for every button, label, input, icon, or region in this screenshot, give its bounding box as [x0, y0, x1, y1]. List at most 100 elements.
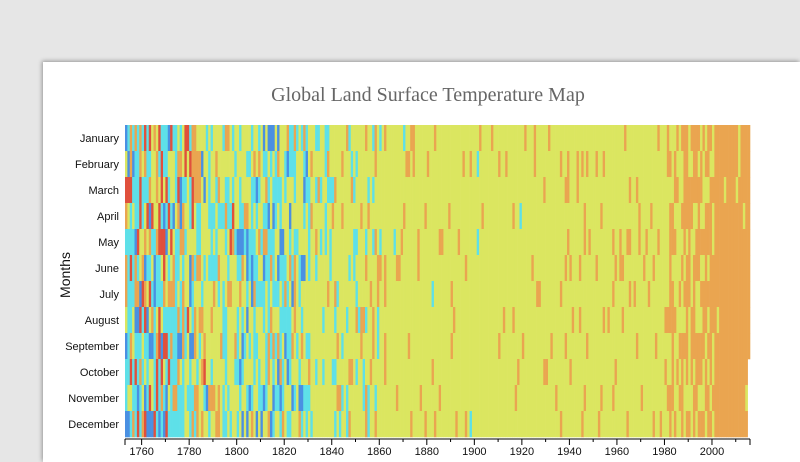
heatmap-cell [704, 307, 708, 334]
heatmap-cell [281, 177, 285, 204]
heatmap-cell [269, 229, 273, 256]
heatmap-cell [702, 177, 706, 204]
heatmap-cell [422, 281, 425, 308]
heatmap-cell [144, 151, 147, 178]
heatmap-cell [317, 203, 321, 230]
heatmap-cell [315, 385, 318, 412]
heatmap-cell [376, 151, 380, 178]
heatmap-cell [403, 411, 406, 438]
heatmap-cell [519, 177, 523, 204]
heatmap-cell [443, 177, 447, 204]
heatmap-cell [531, 333, 535, 360]
heatmap-cell [531, 151, 535, 178]
heatmap-cell [265, 125, 268, 152]
heatmap-cell [640, 151, 644, 178]
heatmap-cell [728, 307, 732, 334]
heatmap-cell [590, 281, 594, 308]
heatmap-cell [738, 385, 741, 412]
heatmap-cell [671, 385, 675, 412]
heatmap-cell [334, 125, 337, 152]
heatmap-cell [170, 203, 173, 230]
heatmap-cell [407, 281, 411, 308]
heatmap-cell [460, 255, 463, 282]
heatmap-cell [619, 229, 622, 256]
heatmap-cell [678, 307, 682, 334]
heatmap-cell [650, 281, 653, 308]
heatmap-cell [227, 411, 230, 438]
heatmap-cell [469, 307, 473, 334]
heatmap-cell [738, 307, 741, 334]
heatmap-cell [148, 385, 152, 412]
heatmap-cell [612, 151, 615, 178]
heatmap-cell [479, 255, 482, 282]
heatmap-cell [702, 151, 706, 178]
heatmap-cell [738, 255, 741, 282]
heatmap-cell [633, 125, 637, 152]
heatmap-cell [384, 333, 387, 360]
heatmap-cell [647, 281, 651, 308]
heatmap-cell [486, 411, 489, 438]
heatmap-cell [457, 229, 461, 256]
heatmap-cell [647, 151, 651, 178]
heatmap-cell [671, 411, 675, 438]
heatmap-cell [262, 307, 266, 334]
heatmap-cell [277, 125, 280, 152]
heatmap-cell [569, 359, 573, 386]
heatmap-cell [742, 307, 746, 334]
heatmap-cell [524, 177, 527, 204]
heatmap-cell [250, 125, 254, 152]
heatmap-cell [678, 411, 682, 438]
heatmap-cell [443, 255, 447, 282]
heatmap-cell [279, 333, 283, 360]
heatmap-cell [165, 255, 169, 282]
heatmap-cell [367, 229, 371, 256]
heatmap-cell [250, 307, 254, 334]
heatmap-cell [733, 385, 737, 412]
heatmap-cell [334, 255, 337, 282]
heatmap-cell [471, 203, 475, 230]
heatmap-cell [697, 385, 701, 412]
heatmap-cell [403, 125, 406, 152]
heatmap-cell [217, 411, 221, 438]
heatmap-cell [526, 177, 530, 204]
heatmap-cell [129, 411, 133, 438]
heatmap-cell [498, 229, 501, 256]
heatmap-cell [303, 411, 306, 438]
heatmap-cell [571, 359, 575, 386]
heatmap-cell [163, 281, 166, 308]
heatmap-cell [486, 281, 489, 308]
heatmap-cell [567, 125, 570, 152]
heatmap-cell [443, 307, 447, 334]
heatmap-cell [635, 385, 639, 412]
heatmap-cell [657, 411, 660, 438]
heatmap-cell [633, 359, 637, 386]
heatmap-cell [215, 385, 218, 412]
heatmap-cell [692, 411, 696, 438]
heatmap-cell [286, 359, 290, 386]
heatmap-cell [284, 411, 287, 438]
heatmap-cell [676, 333, 680, 360]
heatmap-cell [269, 411, 273, 438]
heatmap-cell [217, 359, 221, 386]
heatmap-cell [688, 177, 691, 204]
heatmap-cell [284, 125, 287, 152]
heatmap-cell [528, 411, 532, 438]
heatmap-cell [227, 359, 230, 386]
heatmap-cell [431, 411, 435, 438]
heatmap-cell [441, 281, 444, 308]
heatmap-cell [619, 125, 622, 152]
heatmap-cell [538, 281, 542, 308]
heatmap-cell [303, 151, 306, 178]
heatmap-cell [745, 177, 748, 204]
heatmap-cell [588, 151, 592, 178]
heatmap-cell [353, 203, 356, 230]
heatmap-cell [417, 359, 420, 386]
heatmap-cell [419, 177, 423, 204]
heatmap-cell [412, 281, 416, 308]
heatmap-cell [174, 125, 178, 152]
heatmap-cell [229, 281, 233, 308]
heatmap-cell [422, 151, 425, 178]
heatmap-cell [369, 229, 373, 256]
heatmap-cell [231, 255, 235, 282]
heatmap-cell [146, 177, 150, 204]
